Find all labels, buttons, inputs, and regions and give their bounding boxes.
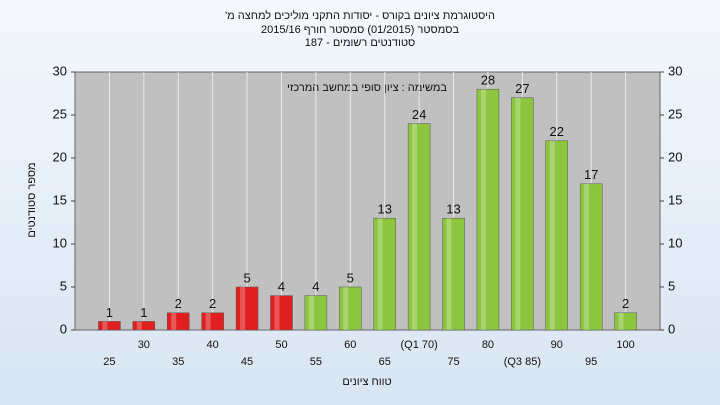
bar-highlight (377, 218, 383, 330)
y2-tick-label: 15 (668, 192, 682, 207)
bar (545, 140, 569, 331)
value-label: 2 (209, 296, 216, 311)
value-label: 2 (622, 296, 629, 311)
value-label: 1 (106, 305, 113, 320)
bar-highlight (618, 312, 624, 330)
value-label: 2 (175, 296, 182, 311)
x-tick-label: 55 (310, 356, 322, 368)
x-tick-label: 45 (241, 356, 253, 368)
x-tick-label: (Q1 70) (400, 339, 437, 351)
value-label: 5 (347, 270, 354, 285)
y2-tick-label: 0 (668, 321, 675, 336)
bar (511, 97, 534, 331)
bar (442, 217, 465, 331)
bar-highlight (274, 295, 280, 330)
value-label: 17 (584, 167, 598, 182)
y2-tick-label: 30 (668, 63, 682, 78)
chart-title: היסטוגרמת ציונים בקורס - יסודות התקני מו… (225, 9, 495, 22)
bar (373, 217, 396, 331)
x-tick-label: 90 (551, 339, 563, 351)
y2-tick-label: 10 (668, 235, 682, 250)
bar-highlight (549, 140, 555, 330)
annotation: במשימה : ציון סופי במחשב המרכזי (287, 82, 447, 94)
value-label: 27 (515, 81, 529, 96)
y2-tick-label: 20 (668, 149, 682, 164)
bar (166, 312, 190, 331)
value-label: 28 (481, 73, 495, 88)
bar (476, 88, 500, 331)
y-tick-label: 30 (53, 63, 67, 78)
y-tick-label: 5 (60, 278, 67, 293)
bar-highlight (136, 321, 142, 330)
value-label: 1 (140, 305, 147, 320)
x-tick-label: (Q3 85) (504, 356, 541, 368)
y2-tick-label: 25 (668, 106, 682, 121)
x-tick-label: 35 (172, 356, 184, 368)
x-axis-label: טווח ציונים (342, 376, 391, 388)
bar (579, 183, 603, 331)
x-tick-label: 95 (585, 356, 597, 368)
bar-highlight (584, 183, 590, 330)
value-label: 13 (377, 202, 391, 217)
bar-highlight (205, 312, 211, 330)
bar (132, 321, 156, 331)
bar (304, 295, 328, 331)
y-axis-label: מספר סטודנטים (26, 162, 38, 237)
x-tick-label: 80 (482, 339, 494, 351)
x-tick-label: 75 (447, 356, 459, 368)
bar (614, 312, 637, 331)
bar (98, 321, 121, 331)
plot-area (74, 71, 661, 331)
y-tick-label: 0 (60, 321, 67, 336)
y2-tick-label: 5 (668, 278, 675, 293)
x-tick-label: 40 (207, 339, 219, 351)
bar (235, 286, 259, 331)
chart-subtitle: סטודנטים רשומים - 187 (305, 37, 416, 49)
bar-highlight (343, 287, 349, 330)
bar-highlight (480, 89, 486, 330)
y-tick-label: 10 (53, 235, 67, 250)
chart-subtitle: בסמסטר (01/2015) סמסטר חורף 2015/16 (261, 24, 459, 36)
value-label: 22 (550, 124, 564, 139)
value-label: 4 (278, 279, 285, 294)
bar-highlight (308, 295, 314, 330)
bar-highlight (240, 287, 246, 330)
bar-highlight (412, 123, 418, 330)
bar-highlight (515, 97, 521, 330)
value-label: 24 (412, 107, 426, 122)
x-tick-label: 25 (103, 356, 115, 368)
bar (339, 286, 362, 331)
bar-highlight (102, 321, 108, 330)
bar (407, 123, 431, 331)
value-label: 4 (312, 279, 319, 294)
x-tick-label: 100 (616, 339, 634, 351)
x-tick-label: 50 (275, 339, 287, 351)
bar-highlight (171, 312, 177, 330)
y-tick-label: 15 (53, 192, 67, 207)
x-tick-label: 60 (344, 339, 356, 351)
bar-highlight (446, 218, 452, 330)
bar (201, 312, 224, 331)
y-tick-label: 25 (53, 106, 67, 121)
value-label: 5 (243, 270, 250, 285)
bar (270, 295, 293, 331)
y-tick-label: 20 (53, 149, 67, 164)
x-tick-label: 65 (379, 356, 391, 368)
x-tick-label: 30 (138, 339, 150, 351)
value-label: 13 (446, 202, 460, 217)
